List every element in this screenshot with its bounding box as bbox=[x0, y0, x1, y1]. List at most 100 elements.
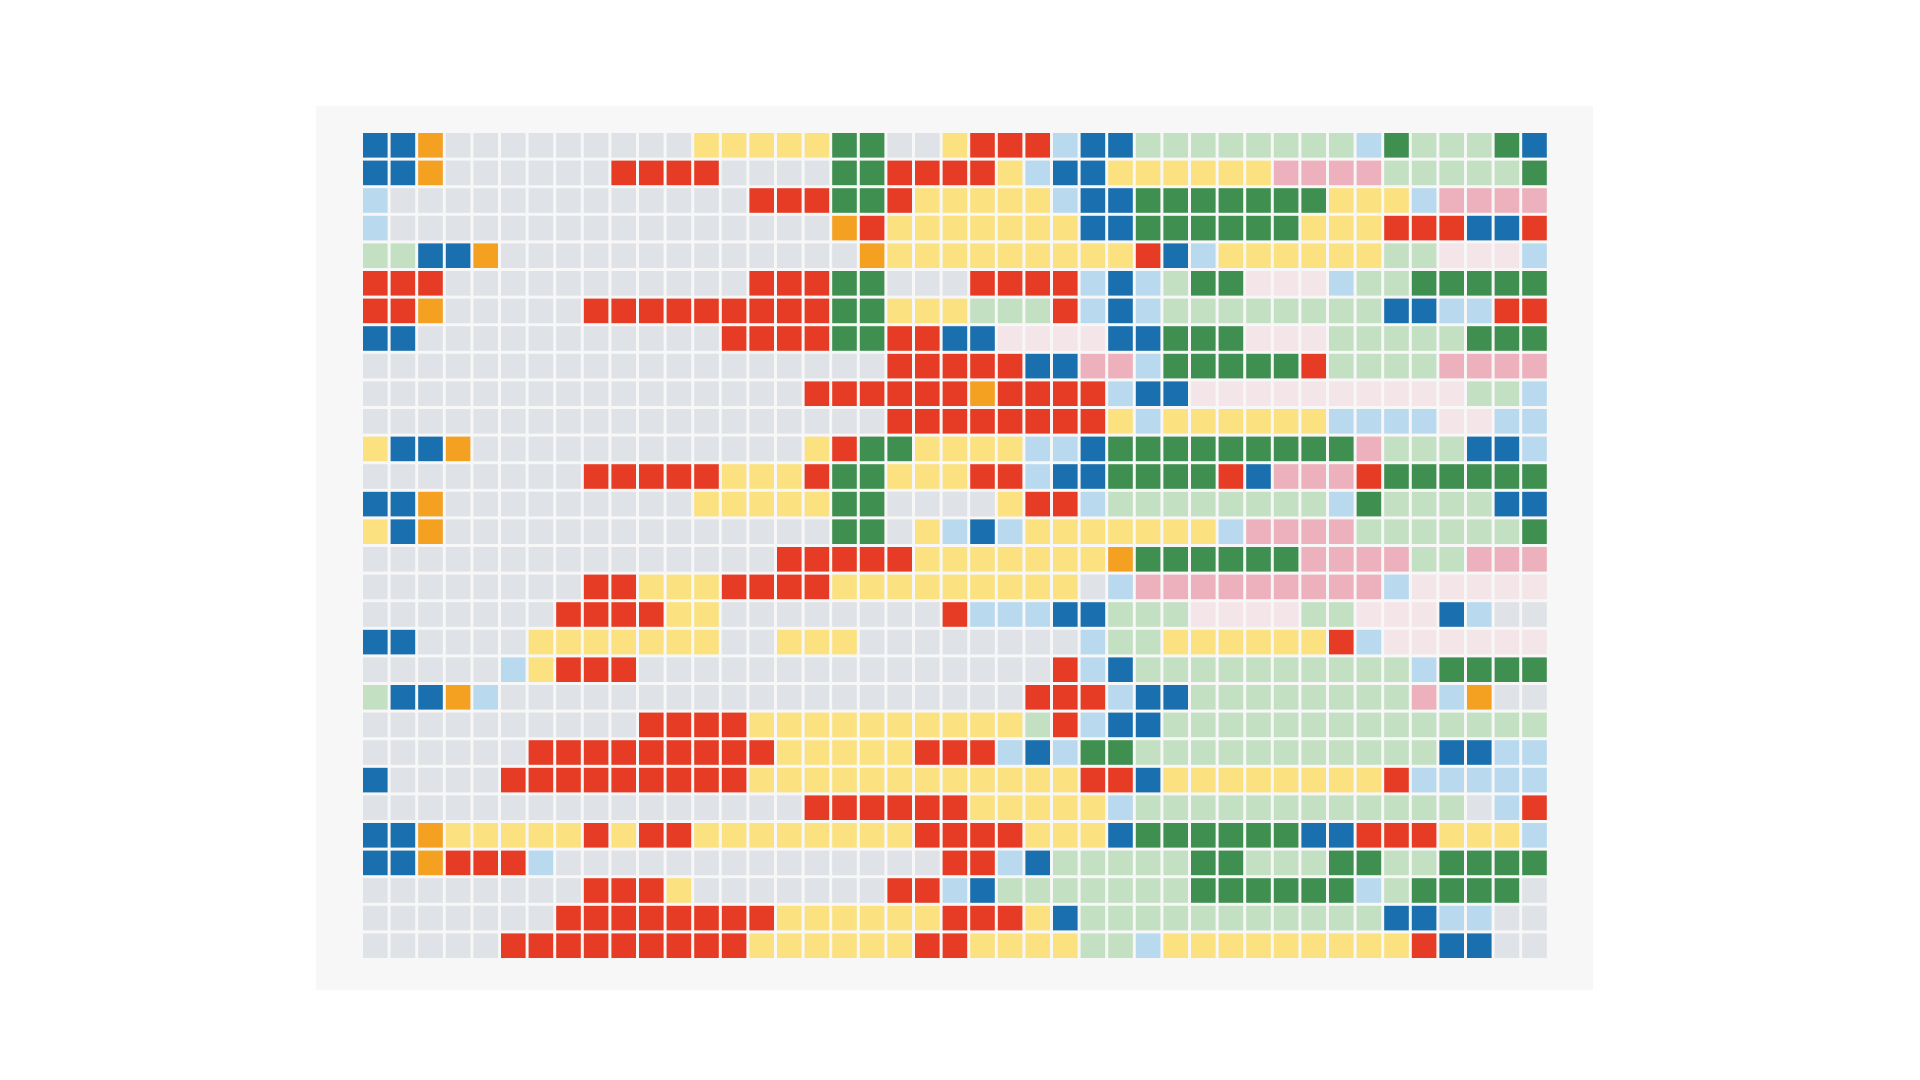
tile bbox=[1080, 823, 1106, 848]
tile bbox=[694, 381, 719, 406]
tile bbox=[694, 795, 719, 820]
tile bbox=[997, 878, 1023, 903]
tile bbox=[1218, 740, 1244, 765]
tile bbox=[942, 878, 968, 903]
tile bbox=[970, 160, 995, 186]
tile bbox=[1246, 436, 1271, 462]
tile bbox=[1025, 740, 1050, 765]
tile bbox=[1025, 381, 1050, 406]
tile bbox=[887, 409, 912, 434]
tile bbox=[1246, 767, 1271, 793]
tile bbox=[997, 353, 1023, 379]
tile bbox=[804, 629, 830, 655]
tile bbox=[721, 271, 747, 296]
tile bbox=[1329, 795, 1354, 820]
tile bbox=[1053, 353, 1078, 379]
tile bbox=[556, 215, 581, 241]
tile bbox=[832, 188, 857, 213]
tile bbox=[1356, 271, 1382, 296]
tile bbox=[1108, 188, 1133, 213]
tile bbox=[1411, 933, 1437, 958]
tile bbox=[1273, 547, 1299, 572]
tile bbox=[1301, 905, 1326, 931]
tile bbox=[942, 436, 968, 462]
tile bbox=[1356, 381, 1382, 406]
tile bbox=[749, 685, 774, 710]
tile bbox=[777, 326, 802, 351]
tile bbox=[832, 409, 857, 434]
tile bbox=[666, 602, 692, 627]
tile bbox=[639, 850, 664, 876]
tile bbox=[1522, 547, 1547, 572]
tile bbox=[639, 933, 664, 958]
tile bbox=[473, 933, 498, 958]
tile bbox=[583, 685, 609, 710]
tile bbox=[887, 657, 912, 682]
tile bbox=[942, 767, 968, 793]
tile bbox=[418, 878, 443, 903]
tile bbox=[777, 491, 802, 517]
tile bbox=[1053, 574, 1078, 600]
tile bbox=[1494, 353, 1520, 379]
tile bbox=[749, 409, 774, 434]
tile bbox=[1356, 767, 1382, 793]
tile bbox=[666, 160, 692, 186]
tile bbox=[1301, 574, 1326, 600]
tile bbox=[363, 160, 388, 186]
tile bbox=[777, 933, 802, 958]
tile bbox=[528, 629, 554, 655]
tile bbox=[749, 905, 774, 931]
tile bbox=[915, 243, 940, 268]
tile bbox=[1135, 905, 1161, 931]
tile bbox=[804, 602, 830, 627]
tile bbox=[804, 491, 830, 517]
tile bbox=[1163, 188, 1188, 213]
tile bbox=[1384, 823, 1409, 848]
tile bbox=[1384, 188, 1409, 213]
tile bbox=[859, 271, 885, 296]
tile bbox=[1494, 215, 1520, 241]
tile bbox=[859, 657, 885, 682]
tile bbox=[1329, 602, 1354, 627]
tile bbox=[445, 740, 471, 765]
tile bbox=[528, 933, 554, 958]
tile bbox=[749, 712, 774, 738]
tile bbox=[1522, 574, 1547, 600]
tile bbox=[721, 602, 747, 627]
tile bbox=[390, 243, 416, 268]
tile bbox=[445, 933, 471, 958]
tile bbox=[1494, 298, 1520, 324]
tile bbox=[997, 657, 1023, 682]
tile bbox=[418, 933, 443, 958]
tile bbox=[832, 353, 857, 379]
tile bbox=[859, 298, 885, 324]
tile bbox=[1439, 298, 1464, 324]
tile bbox=[915, 629, 940, 655]
tile bbox=[666, 243, 692, 268]
tile bbox=[583, 133, 609, 158]
tile bbox=[1135, 685, 1161, 710]
tile bbox=[832, 657, 857, 682]
tile bbox=[639, 243, 664, 268]
tile bbox=[887, 243, 912, 268]
tile bbox=[528, 381, 554, 406]
tile bbox=[473, 188, 498, 213]
tile bbox=[445, 602, 471, 627]
tile bbox=[1273, 685, 1299, 710]
tile bbox=[1053, 547, 1078, 572]
tile bbox=[694, 160, 719, 186]
tile bbox=[639, 188, 664, 213]
tile bbox=[970, 409, 995, 434]
tile bbox=[473, 436, 498, 462]
tile bbox=[390, 436, 416, 462]
tile bbox=[859, 436, 885, 462]
tile bbox=[445, 878, 471, 903]
tile bbox=[639, 657, 664, 682]
tile bbox=[1494, 767, 1520, 793]
tile bbox=[915, 353, 940, 379]
tile bbox=[1080, 436, 1106, 462]
tile bbox=[501, 271, 526, 296]
tile bbox=[1246, 629, 1271, 655]
tile bbox=[611, 188, 636, 213]
tile bbox=[1356, 243, 1382, 268]
